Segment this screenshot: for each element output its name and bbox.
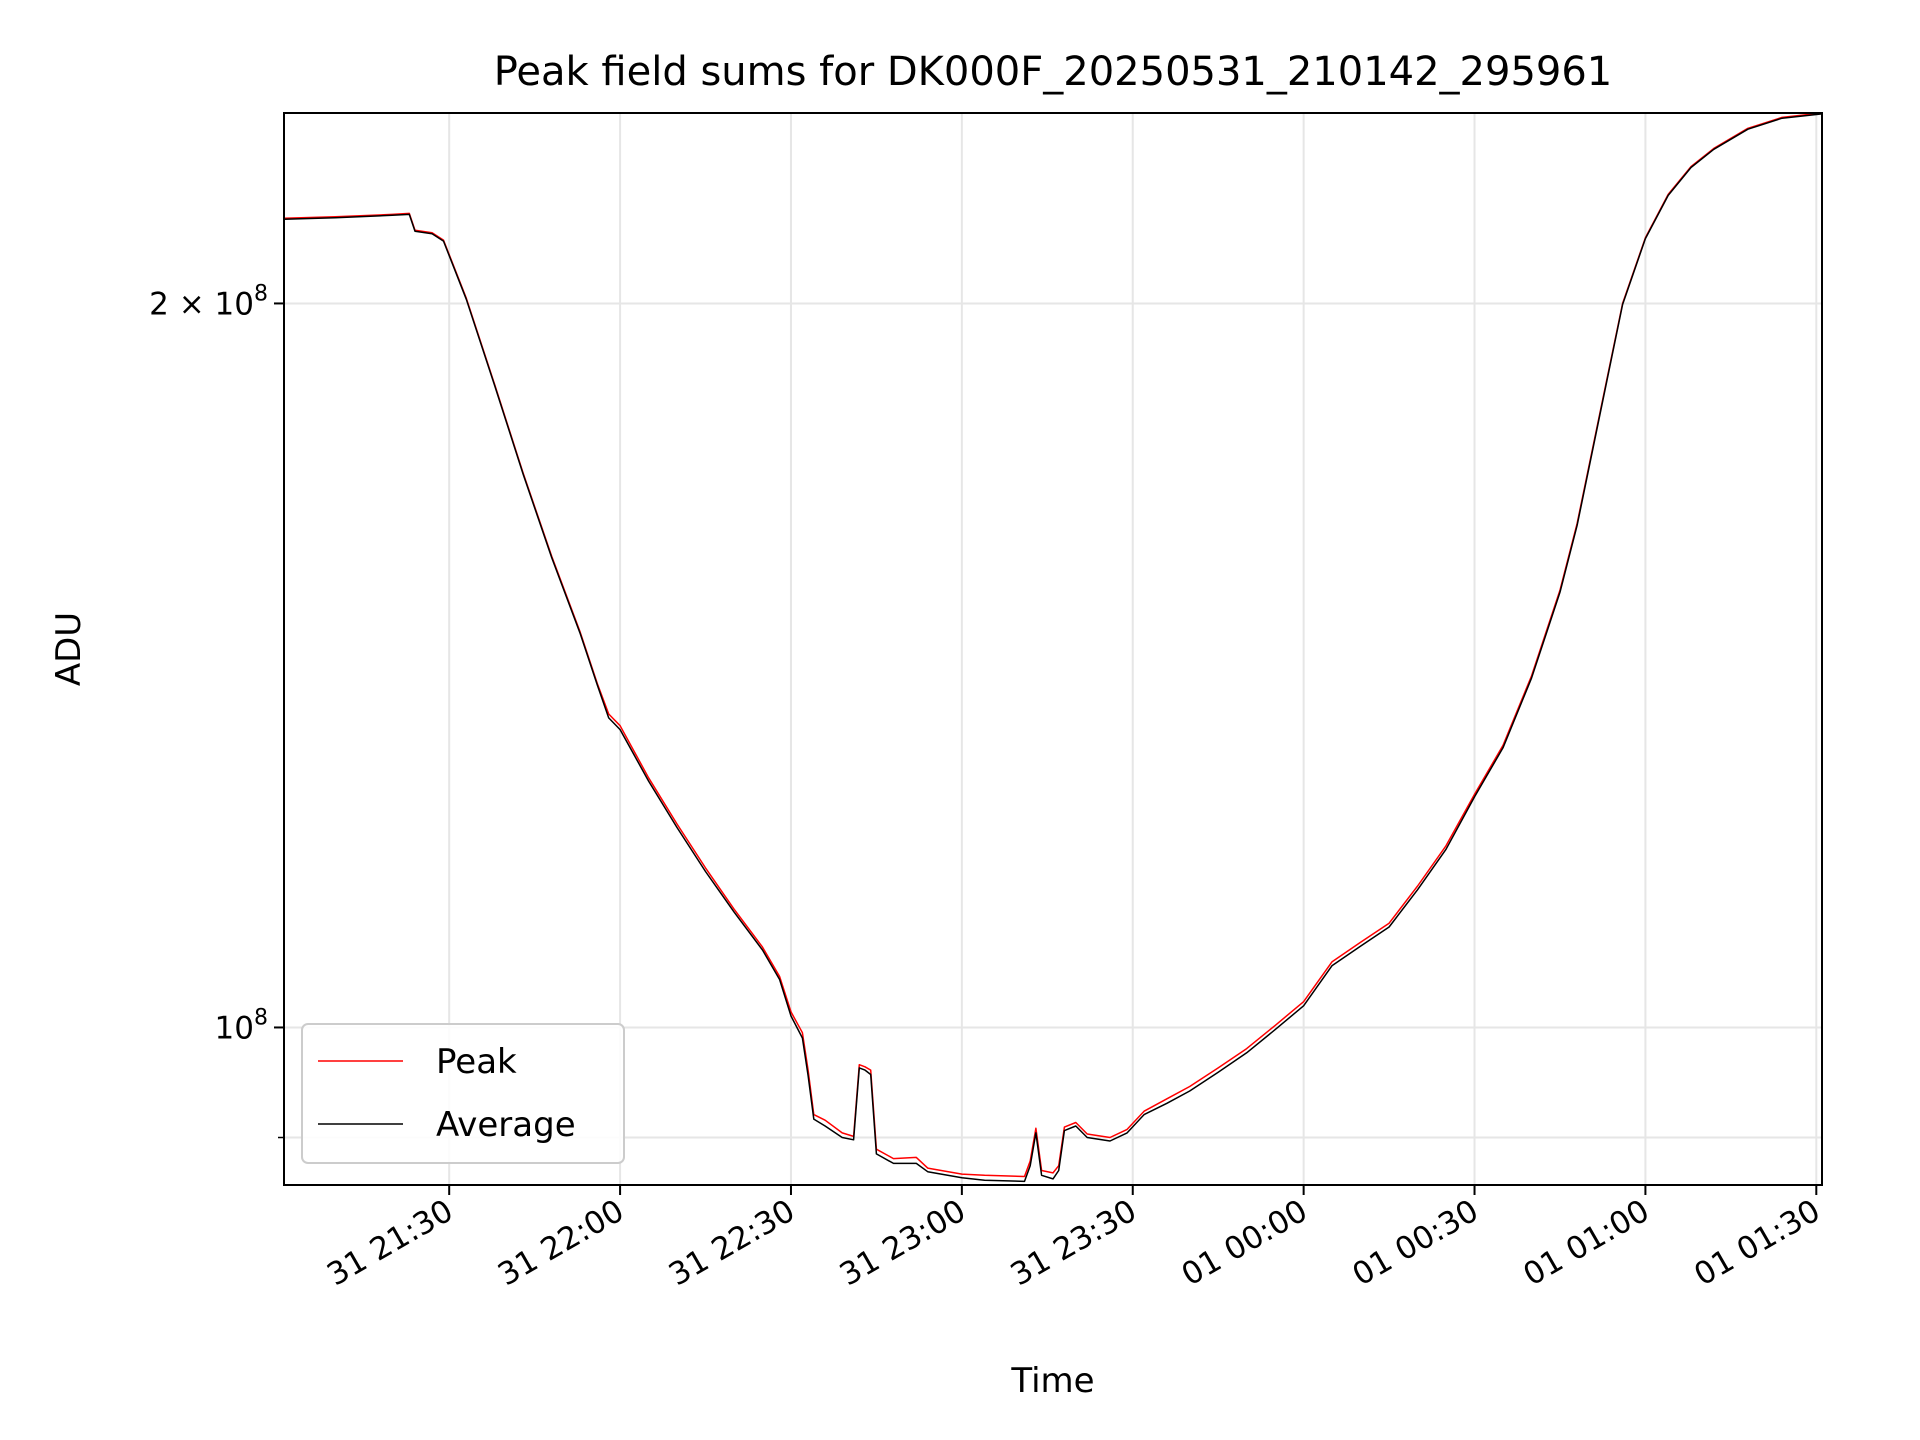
chart-title: Peak field sums for DK000F_20250531_2101… xyxy=(494,49,1613,95)
x-axis-label: Time xyxy=(1010,1361,1094,1401)
legend: Peak Average xyxy=(301,1023,625,1164)
legend-box xyxy=(301,1023,625,1164)
series-lines xyxy=(283,112,1823,1183)
grid-lines xyxy=(284,113,1822,1185)
y-tick-label: 2 × 108 xyxy=(149,281,268,322)
legend-label-average: Average xyxy=(436,1105,576,1145)
y-axis-label: ADU xyxy=(49,612,89,686)
series-line-average xyxy=(283,113,1823,1183)
plot-frame xyxy=(283,112,1823,1186)
legend-label-peak: Peak xyxy=(436,1042,517,1082)
